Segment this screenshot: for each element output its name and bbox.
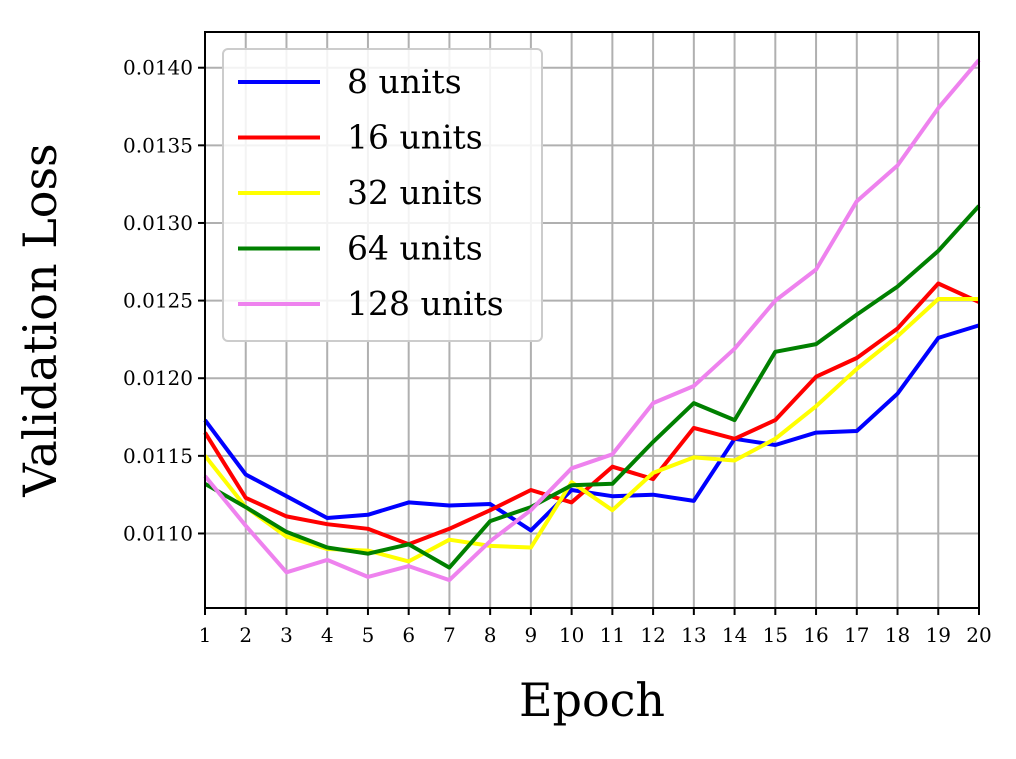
plot-frame: [204, 31, 980, 609]
series-line: [203, 58, 981, 583]
x-tick-label: 8: [484, 623, 497, 647]
y-tick-label: 0.0120: [123, 366, 193, 390]
x-tick-label: 4: [321, 623, 334, 647]
x-tick-label: 2: [239, 623, 252, 647]
y-tick-label: 0.0110: [123, 521, 193, 545]
y-tick-label: 0.0130: [123, 211, 193, 235]
legend-label: 8 units: [347, 62, 462, 101]
y-tick-label: 0.0125: [123, 289, 193, 313]
legend-label: 64 units: [347, 229, 483, 268]
x-tick-label: 13: [681, 623, 706, 647]
x-tick-label: 16: [803, 623, 828, 647]
x-tick-label: 3: [280, 623, 293, 647]
y-tick-label: 0.0115: [123, 444, 193, 468]
y-axis-label: Validation Loss: [13, 143, 67, 497]
x-tick-label: 15: [763, 623, 788, 647]
x-tick-label: 18: [885, 623, 910, 647]
x-axis-label: Epoch: [519, 673, 665, 727]
legend-box: [222, 48, 543, 342]
x-tick-label: 10: [559, 623, 584, 647]
x-tick-label: 11: [600, 623, 625, 647]
series-line: [203, 323, 980, 533]
x-tick-label: 19: [926, 623, 951, 647]
y-tick-label: 0.0140: [123, 56, 193, 80]
x-tick-label: 12: [640, 623, 665, 647]
legend-label: 16 units: [347, 118, 483, 157]
series-lines: [203, 58, 981, 583]
x-tick-label: 17: [844, 623, 869, 647]
x-tick-label: 5: [362, 623, 375, 647]
x-tick-label: 1: [199, 623, 212, 647]
y-tick-label: 0.0135: [123, 133, 193, 157]
axis-ticks: 1 2 3 4 5 6 7 8 9 10 11 12 13 14 15 16 17 18 19 200.01100.0…: [123, 56, 992, 647]
x-tick-label: 6: [402, 623, 415, 647]
x-tick-label: 9: [525, 623, 538, 647]
legend-label: 32 units: [347, 173, 483, 212]
x-tick-label: 20: [966, 623, 991, 647]
series-line: [204, 204, 981, 570]
x-tick-label: 14: [722, 623, 747, 647]
legend-label: 128 units: [347, 284, 504, 323]
legend: 8 units 16 units 32 units 64 units 128 units: [222, 48, 543, 342]
x-tick-label: 7: [443, 623, 456, 647]
